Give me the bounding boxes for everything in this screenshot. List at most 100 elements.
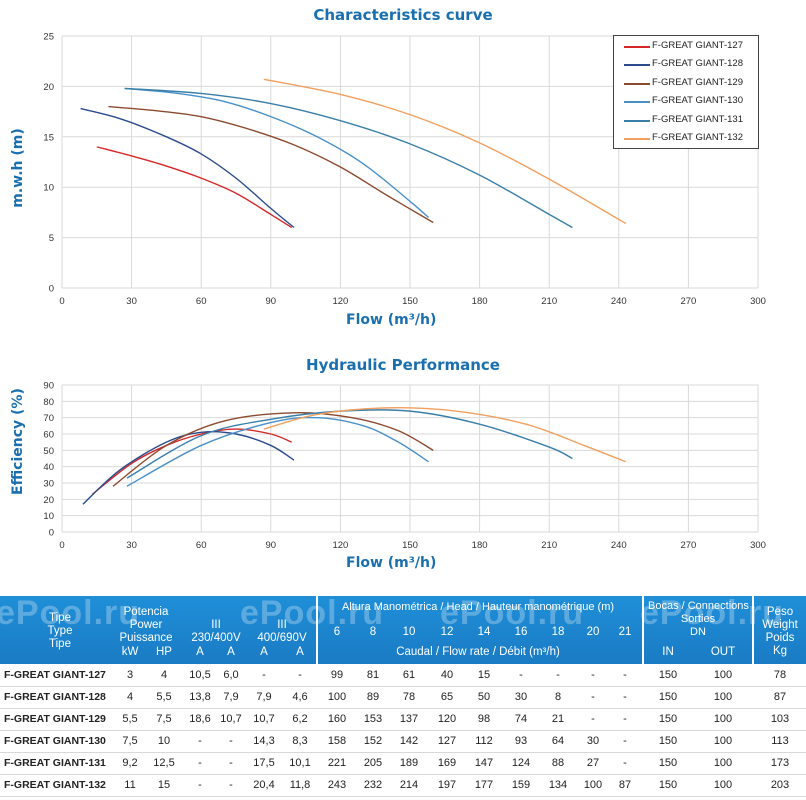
- table-cell: 3: [126, 669, 134, 681]
- table-cell: 7,5: [122, 735, 138, 747]
- table-cell: 8,3: [292, 735, 308, 747]
- y-tick-label: 0: [49, 528, 54, 539]
- table-cell: -: [198, 735, 202, 747]
- series-line: [124, 87, 573, 229]
- header-flow: Caudal / Flow rate / Débit (m³/h): [396, 646, 560, 658]
- x-tick-label: 90: [266, 296, 277, 307]
- legend-swatch: [624, 101, 650, 104]
- x-tick-label: 0: [59, 540, 64, 551]
- table-row: F-GREAT GIANT-129 5,5 7,5 18,6 10,7 10,7 6,2 16…: [0, 708, 806, 731]
- table-cell: 8: [554, 691, 562, 703]
- table-cell: 7,5: [156, 713, 172, 725]
- table-cell: 10,5: [189, 669, 211, 681]
- legend-label: F-GREAT GIANT-131: [652, 113, 743, 125]
- x-tick-label: 120: [332, 540, 348, 551]
- table-cell: 100: [713, 757, 733, 769]
- x-tick-label: 270: [680, 296, 696, 307]
- table-cell: -: [198, 757, 202, 769]
- table-cell: 173: [770, 757, 790, 769]
- legend-label: F-GREAT GIANT-130: [652, 95, 743, 107]
- table-cell: 5,5: [122, 713, 138, 725]
- legend-item: F-GREAT GIANT-127: [614, 37, 758, 55]
- table-cell: 112: [475, 735, 493, 747]
- table-cell: 150: [658, 779, 678, 791]
- table-cell: 152: [363, 735, 383, 747]
- x-tick-label: 180: [472, 296, 488, 307]
- table-cell: 142: [399, 735, 419, 747]
- series-line: [82, 431, 295, 505]
- table-cell: -: [229, 779, 233, 791]
- table-cell: 158: [327, 735, 347, 747]
- table-cell: 40: [440, 669, 454, 681]
- chart-title-hydraulic: Hydraulic Performance: [306, 356, 500, 374]
- y-tick-label: 60: [43, 430, 54, 441]
- legend-label: F-GREAT GIANT-127: [652, 40, 743, 51]
- table-cell: 232: [363, 779, 383, 791]
- x-tick-label: 120: [332, 296, 348, 307]
- table-cell: 78: [402, 691, 416, 703]
- series-line: [124, 87, 430, 218]
- table-cell: -: [229, 735, 233, 747]
- x-tick-label: 300: [750, 540, 766, 551]
- table-cell: 93: [514, 735, 528, 747]
- model-name: F-GREAT GIANT-127: [4, 669, 106, 681]
- table-row: F-GREAT GIANT-128 4 5,5 13,8 7,9 7,9 4,6 100 89 7…: [0, 686, 806, 709]
- table-cell: 113: [771, 735, 789, 747]
- header-in: IN: [662, 646, 674, 658]
- table-cell: 10,7: [220, 713, 242, 725]
- series-line: [91, 428, 292, 495]
- y-tick-label: 80: [43, 397, 54, 408]
- legend-label: F-GREAT GIANT-132: [652, 131, 743, 143]
- header-amps: A: [260, 646, 268, 658]
- header-head-value: 10: [402, 626, 416, 638]
- table-cell: -: [198, 779, 202, 791]
- table-cell: 100: [713, 735, 733, 747]
- table-cell: 100: [327, 691, 347, 703]
- table-cell: 159: [511, 779, 531, 791]
- table-cell: 81: [366, 669, 380, 681]
- y-tick-label: 20: [43, 495, 54, 506]
- table-cell: -: [298, 669, 302, 681]
- x-axis-label-flow-2: Flow (m³/h): [346, 555, 437, 571]
- table-cell: -: [519, 669, 523, 681]
- x-tick-label: 60: [196, 540, 207, 551]
- table-cell: 103: [770, 713, 790, 725]
- table-cell: 120: [437, 713, 457, 725]
- y-tick-label: 50: [43, 446, 54, 457]
- table-cell: 10: [157, 735, 171, 747]
- header-tri-400: III 400/690V: [257, 619, 307, 644]
- table-cell: 11,8: [289, 779, 311, 791]
- header-amps: A: [296, 646, 304, 658]
- header-kw: kW: [121, 646, 139, 658]
- table-cell: 27: [586, 757, 600, 769]
- table-cell: 4: [126, 691, 134, 703]
- table-cell: -: [623, 669, 627, 681]
- x-tick-label: 270: [680, 540, 696, 551]
- table-cell: -: [623, 757, 627, 769]
- header-head-value: 16: [514, 626, 528, 638]
- x-tick-label: 0: [59, 296, 64, 307]
- table-cell: 100: [713, 669, 733, 681]
- table-cell: 30: [586, 735, 600, 747]
- legend-label: F-GREAT GIANT-128: [652, 58, 743, 70]
- x-tick-label: 210: [541, 540, 557, 551]
- legend-item: F-GREAT GIANT-129: [614, 74, 758, 92]
- x-tick-label: 300: [750, 296, 766, 307]
- table-cell: 17,5: [253, 757, 275, 769]
- header-head: Altura Manométrica / Head / Hauteur mano…: [341, 601, 615, 613]
- table-cell: -: [229, 757, 233, 769]
- table-cell: 147: [474, 757, 494, 769]
- series-line: [96, 146, 293, 229]
- table-cell: 203: [770, 779, 790, 791]
- table-cell: 160: [327, 713, 347, 725]
- header-amps: A: [196, 646, 204, 658]
- table-cell: 64: [551, 735, 565, 747]
- header-head-value: 8: [369, 626, 377, 638]
- header-tri-230: III 230/400V: [191, 619, 241, 644]
- table-cell: 243: [327, 779, 347, 791]
- series-line: [126, 409, 573, 479]
- y-tick-label: 70: [43, 413, 54, 424]
- table-cell: 15: [477, 669, 491, 681]
- table-cell: -: [591, 669, 595, 681]
- table-cell: 15: [157, 779, 171, 791]
